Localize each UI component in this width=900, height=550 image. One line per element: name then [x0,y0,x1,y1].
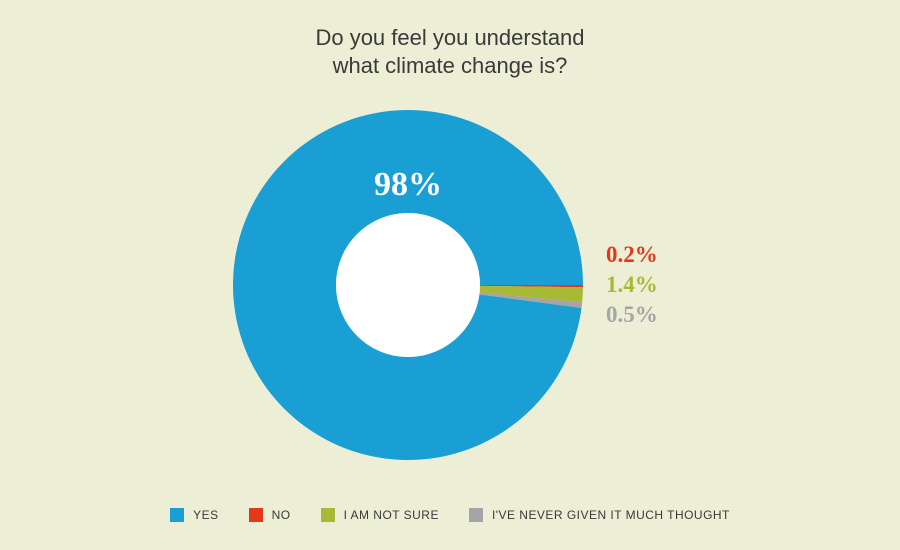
chart-title: Do you feel you understand what climate … [315,24,584,79]
legend: YES NO I AM NOT SURE I'VE NEVER GIVEN IT… [0,508,900,522]
legend-item-no: NO [249,508,291,522]
legend-label: YES [193,508,218,522]
legend-item-not-sure: I AM NOT SURE [321,508,439,522]
legend-label: I AM NOT SURE [344,508,439,522]
legend-swatch [170,508,184,522]
slice-label-no: 0.2% [606,242,658,268]
slice-label-not-sure: 1.4% [606,272,658,298]
legend-item-yes: YES [170,508,218,522]
donut-chart [233,110,583,460]
donut-hole [336,213,480,357]
legend-label: I'VE NEVER GIVEN IT MUCH THOUGHT [492,508,730,522]
legend-swatch [249,508,263,522]
legend-item-never: I'VE NEVER GIVEN IT MUCH THOUGHT [469,508,730,522]
slice-label-never: 0.5% [606,302,658,328]
donut-main-value: 98% [374,166,442,204]
legend-label: NO [272,508,291,522]
legend-swatch [321,508,335,522]
legend-swatch [469,508,483,522]
donut-svg [233,110,583,460]
